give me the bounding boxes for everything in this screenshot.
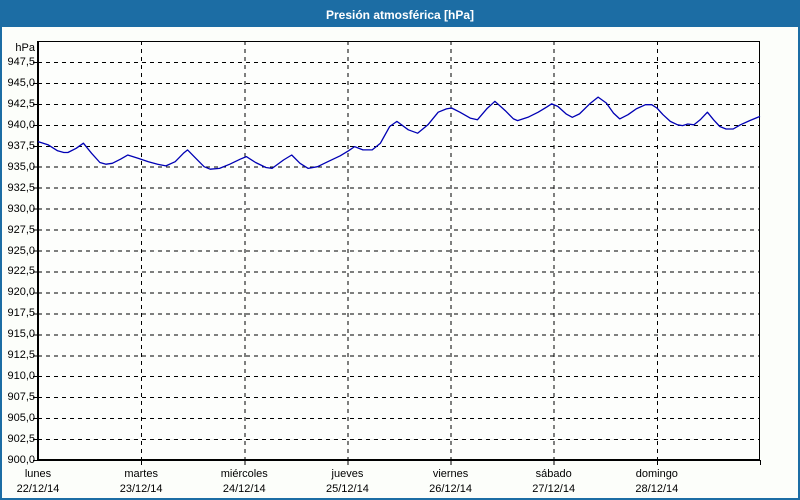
- x-day-date-label: 27/12/14: [532, 483, 576, 495]
- y-tick-label: 907,5: [7, 391, 35, 404]
- y-tick-label: 915,0: [7, 328, 35, 341]
- y-tick-label: 942,5: [7, 97, 35, 110]
- x-day-date-label: 26/12/14: [429, 483, 472, 495]
- y-tick-label: 947,5: [7, 55, 35, 68]
- y-tick-label: 930,0: [7, 202, 35, 215]
- y-tick-label: 910,0: [7, 370, 35, 383]
- pressure-line-chart: [33, 41, 761, 465]
- y-axis-unit-label: hPa: [15, 42, 35, 54]
- x-day-name-label: domingo: [635, 468, 678, 480]
- y-tick-label: 912,5: [7, 349, 35, 362]
- chart-title: Presión atmosférica [hPa]: [325, 7, 475, 22]
- x-day-name-label: lunes: [24, 468, 52, 480]
- y-tick-label: 900,0: [7, 454, 35, 466]
- x-day-date-label: 24/12/14: [222, 483, 266, 495]
- y-tick-label: 945,0: [7, 76, 35, 89]
- title-bar: Presión atmosférica [hPa]: [2, 2, 798, 27]
- x-day-name-label: martes: [124, 468, 158, 480]
- y-tick-label: 925,0: [7, 244, 35, 257]
- x-day-date-label: 28/12/14: [635, 483, 679, 495]
- x-day-name-label: viernes: [432, 468, 469, 480]
- y-tick-label: 927,5: [7, 223, 35, 236]
- x-day-name-label: jueves: [331, 468, 364, 480]
- y-tick-label: 905,0: [7, 412, 35, 425]
- y-tick-label: 940,0: [7, 118, 35, 131]
- pressure-series-line: [37, 96, 761, 170]
- x-day-date-label: 25/12/14: [326, 483, 369, 495]
- chart-area: hPa 947,5 945,0 942,5 940,0 937,5 935,0 932,5 93…: [2, 27, 798, 498]
- y-tick-label: 902,5: [7, 433, 35, 446]
- y-tick-label: 932,5: [7, 181, 35, 194]
- y-tick-label: 922,5: [7, 265, 35, 278]
- y-tick-label: 935,0: [7, 160, 35, 173]
- x-day-date-label: 23/12/14: [119, 483, 163, 495]
- x-day-name-label: miércoles: [220, 468, 268, 480]
- x-day-date-label: 22/12/14: [16, 483, 60, 495]
- y-tick-label: 937,5: [7, 139, 35, 152]
- x-day-name-label: sábado: [535, 468, 572, 480]
- y-tick-label: 917,5: [7, 307, 35, 320]
- y-tick-label: 920,0: [7, 286, 35, 299]
